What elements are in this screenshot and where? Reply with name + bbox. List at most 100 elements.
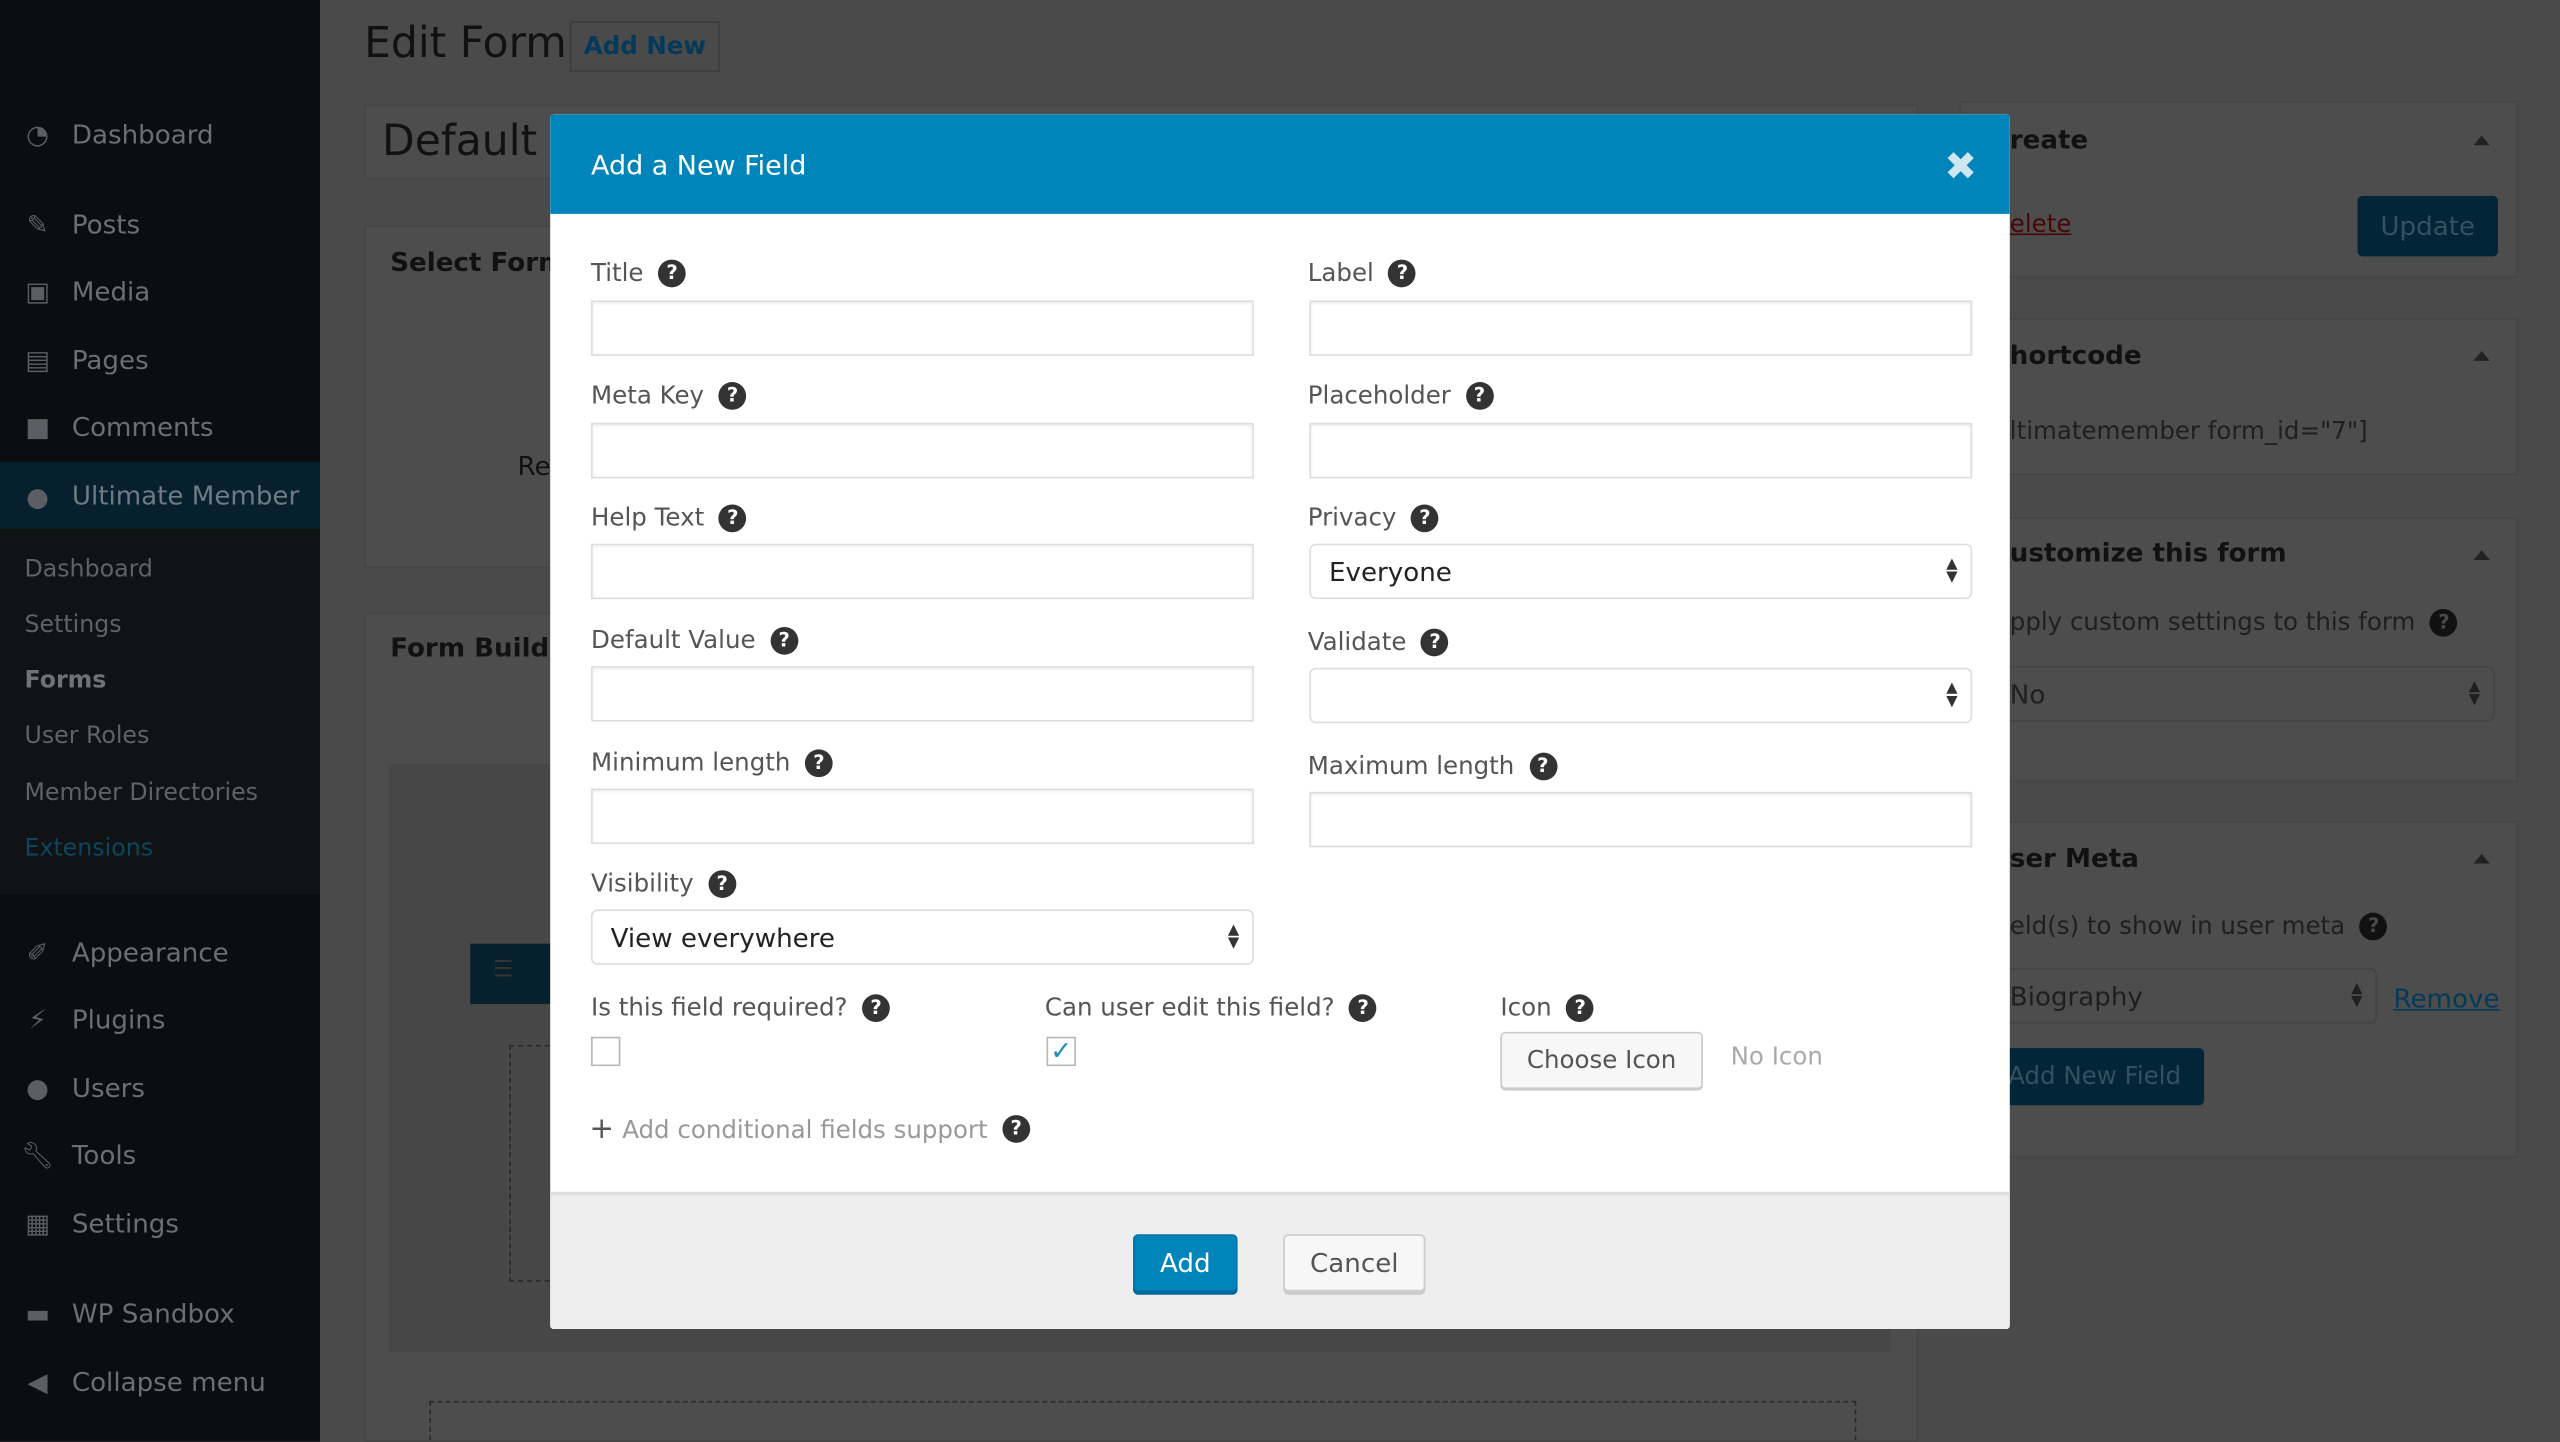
modal-footer: Add Cancel <box>550 1191 2010 1329</box>
min-length-input[interactable] <box>591 788 1254 845</box>
default-value-input[interactable] <box>591 666 1254 722</box>
sidebar-item-media[interactable]: ▣ Media <box>0 258 320 323</box>
help-icon[interactable]: ? <box>2359 911 2388 940</box>
validate-select[interactable]: ▲ ▼ <box>1309 667 1973 724</box>
title-input[interactable] <box>591 300 1254 356</box>
collapse-caret-icon[interactable] <box>2473 853 2490 864</box>
help-icon[interactable]: ? <box>862 993 890 1022</box>
shortcode-text: ltimatemember form_id="7"] <box>2009 416 2368 446</box>
sidebar-item-label: Settings <box>71 1207 179 1239</box>
submenu-forms[interactable]: Forms <box>24 667 107 694</box>
help-icon[interactable]: ? <box>718 503 747 532</box>
help-icon[interactable]: ? <box>1421 627 1449 656</box>
sidebar-item-label: Media <box>71 275 151 307</box>
shortcode-box <box>1959 318 2518 476</box>
customize-select[interactable]: No ▲ ▼ <box>1991 666 2495 722</box>
sidebar-item-posts[interactable]: ✎ Posts <box>0 191 320 256</box>
help-icon[interactable]: ? <box>658 258 686 287</box>
help-text-input[interactable] <box>591 543 1254 600</box>
meta-key-label: Meta Key? <box>591 380 747 410</box>
help-icon[interactable]: ? <box>1528 751 1557 780</box>
label-input[interactable] <box>1309 300 1973 356</box>
required-label: Is this field required?? <box>591 993 890 1022</box>
privacy-select[interactable]: Everyone ▲ ▼ <box>1309 543 1973 600</box>
sidebar-item-appearance[interactable]: ✐ Appearance <box>0 919 320 984</box>
help-icon[interactable]: ? <box>1566 993 1595 1022</box>
help-icon[interactable]: ? <box>1388 258 1417 287</box>
help-icon[interactable]: ? <box>2430 608 2458 636</box>
min-length-label: Minimum length? <box>591 748 833 777</box>
help-icon[interactable]: ? <box>718 381 747 409</box>
user-meta-select[interactable]: Biography ▲ ▼ <box>1991 968 2378 1024</box>
shortcode-title: hortcode <box>2009 339 2142 371</box>
help-icon[interactable]: ? <box>1465 381 1494 409</box>
pin-icon: ✎ <box>26 208 49 240</box>
sidebar-item-settings[interactable]: ▦ Settings <box>0 1190 320 1255</box>
meta-key-input[interactable] <box>591 422 1254 479</box>
update-button[interactable]: Update <box>2357 195 2498 257</box>
sidebar-item-users[interactable]: ● Users <box>0 1055 320 1120</box>
sidebar-item-label: Collapse menu <box>71 1365 266 1397</box>
help-icon[interactable]: ? <box>708 869 737 898</box>
max-length-label: Maximum length? <box>1308 751 1557 780</box>
collapse-caret-icon[interactable] <box>2473 550 2490 560</box>
sidebar-item-tools[interactable]: 🔧︎ Tools <box>0 1122 320 1187</box>
sidebar-item-label: Ultimate Member <box>71 479 300 512</box>
help-icon[interactable]: ? <box>770 626 799 654</box>
help-icon[interactable]: ? <box>805 748 833 777</box>
add-conditional-link[interactable]: + Add conditional fields support? <box>589 1111 1031 1147</box>
submenu-member-directories[interactable]: Member Directories <box>24 780 258 807</box>
editable-checkbox[interactable]: ✓ <box>1046 1036 1076 1067</box>
customize-box <box>1959 517 2518 783</box>
placeholder-input[interactable] <box>1309 422 1973 479</box>
max-length-input[interactable] <box>1309 791 1973 848</box>
cancel-button[interactable]: Cancel <box>1283 1234 1426 1292</box>
add-new-field-button[interactable]: Add New Field <box>1991 1048 2205 1106</box>
publish-title: reate <box>2009 124 2089 156</box>
label-text: Validate <box>1307 626 1407 657</box>
user-meta-select-value: Biography <box>2009 981 2143 1013</box>
remove-link[interactable]: Remove <box>2393 982 2500 1014</box>
choose-icon-button[interactable]: Choose Icon <box>1500 1031 1703 1089</box>
form-title-value: Default P <box>382 117 577 167</box>
add-button[interactable]: Add <box>1133 1234 1238 1292</box>
brush-icon: ✐ <box>26 937 49 969</box>
sidebar-item-label: Tools <box>71 1138 137 1170</box>
submenu-dashboard[interactable]: Dashboard <box>24 556 153 583</box>
plus-icon: + <box>589 1111 615 1147</box>
icon-label: Icon? <box>1500 992 1595 1023</box>
label-text: Minimum length <box>591 747 791 778</box>
sidebar-item-comments[interactable]: ■ Comments <box>0 393 320 458</box>
visibility-value: View everywhere <box>610 922 835 954</box>
collapse-caret-icon[interactable] <box>2473 135 2490 146</box>
help-icon[interactable]: ? <box>1411 503 1439 532</box>
add-row-zone[interactable] <box>429 1400 1857 1442</box>
submenu-extensions[interactable]: Extensions <box>24 835 154 863</box>
sidebar-item-wp-sandbox[interactable]: ▬ WP Sandbox <box>0 1280 320 1345</box>
modal-header: Add a New Field ✖ <box>550 114 2010 214</box>
label-text: Icon <box>1500 992 1552 1023</box>
delete-link[interactable]: elete <box>2009 208 2072 239</box>
sidebar-item-plugins[interactable]: ⚡ Plugins <box>0 986 320 1051</box>
customize-label: pply custom settings to this form? <box>2010 607 2458 637</box>
modal-title: Add a New Field <box>591 150 807 182</box>
help-icon[interactable]: ? <box>1349 993 1378 1022</box>
help-icon[interactable]: ? <box>1002 1115 1031 1143</box>
add-new-button[interactable]: Add New <box>569 21 720 72</box>
collapse-menu[interactable]: ◀ Collapse menu <box>0 1349 320 1414</box>
submenu-user-roles[interactable]: User Roles <box>24 723 150 750</box>
close-icon[interactable]: ✖ <box>1944 143 1978 190</box>
plugin-icon: ⚡ <box>28 1004 47 1036</box>
user-meta-label: eld(s) to show in user meta? <box>2010 911 2388 940</box>
pages-icon: ▤ <box>25 344 50 376</box>
visibility-select[interactable]: View everywhere ▲ ▼ <box>591 909 1254 965</box>
submenu-settings[interactable]: Settings <box>24 612 122 639</box>
wrench-icon: 🔧︎ <box>20 1139 55 1171</box>
sidebar-item-pages[interactable]: ▤ Pages <box>0 327 320 392</box>
collapse-caret-icon[interactable] <box>2473 351 2490 361</box>
sidebar-item-dashboard[interactable]: ◔ Dashboard <box>0 101 320 166</box>
sidebar-item-label: Plugins <box>71 1003 166 1035</box>
sidebar-item-ultimate-member[interactable]: ● Ultimate Member <box>0 462 320 529</box>
required-checkbox[interactable] <box>591 1036 621 1067</box>
